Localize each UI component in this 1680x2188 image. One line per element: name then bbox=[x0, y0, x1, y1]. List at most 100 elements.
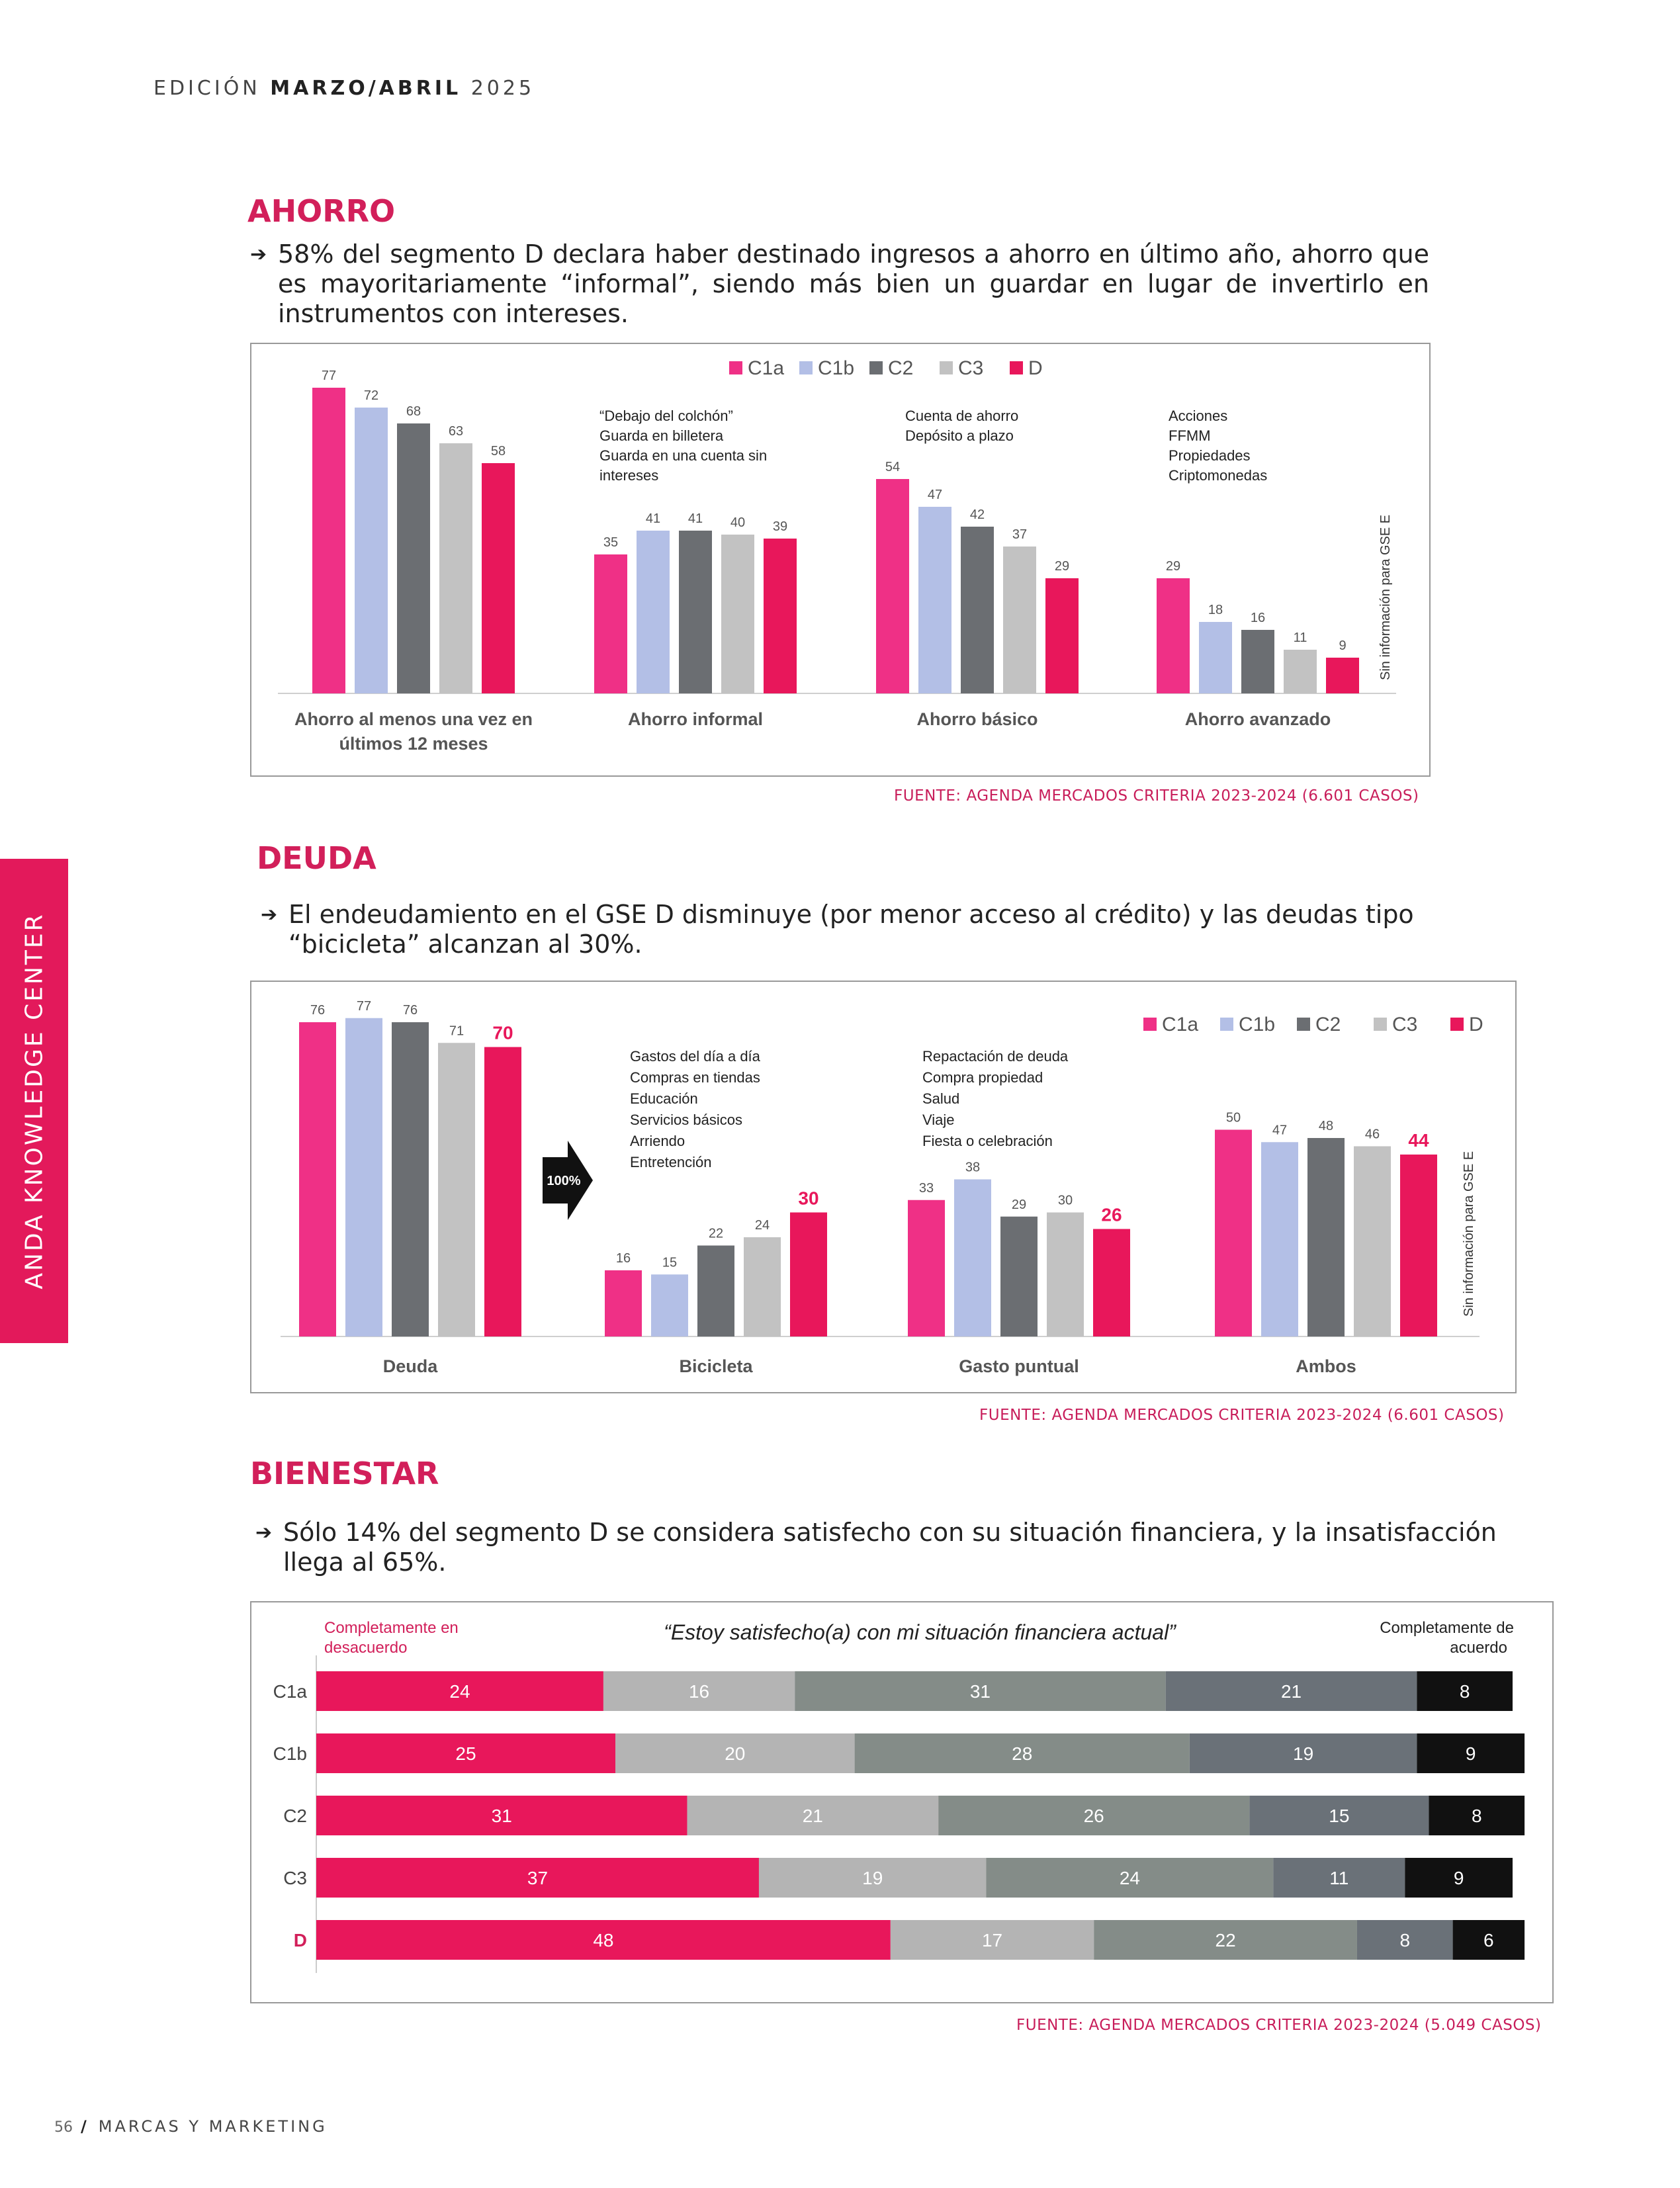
legend-label-c1a: C1a bbox=[748, 357, 784, 379]
legend-label-c1b: C1b bbox=[818, 357, 854, 379]
annotation-text: intereses bbox=[599, 467, 658, 484]
bar-d bbox=[1045, 578, 1079, 693]
legend-label-d: D bbox=[1469, 1014, 1483, 1035]
bar-value-label: 15 bbox=[662, 1255, 677, 1270]
bar-c1b bbox=[954, 1179, 991, 1336]
segment-value-label: 21 bbox=[803, 1806, 823, 1826]
stacked-segment bbox=[1452, 1920, 1525, 1960]
bar-c1a bbox=[594, 554, 627, 693]
stacked-segment bbox=[758, 1858, 987, 1898]
legend-swatch-c1a bbox=[729, 361, 742, 374]
bar-value-label: 47 bbox=[928, 488, 942, 502]
bar-c1a bbox=[908, 1200, 945, 1336]
bar-c3 bbox=[1003, 547, 1036, 693]
legend-label-c2: C2 bbox=[1315, 1014, 1341, 1035]
stacked-segment bbox=[1273, 1858, 1405, 1898]
bar-value-label: 41 bbox=[646, 511, 660, 526]
legend-label-c2: C2 bbox=[888, 357, 913, 379]
bullet-bienestar: ➔ Sólo 14% del segmento D se considera sa… bbox=[255, 1518, 1514, 1577]
bar-value-label: 63 bbox=[449, 424, 463, 439]
bar-value-label: 35 bbox=[603, 535, 618, 550]
category-label: Ahorro básico bbox=[916, 709, 1038, 729]
segment-value-label: 8 bbox=[1399, 1930, 1410, 1950]
annotation-text: Propiedades bbox=[1169, 447, 1251, 464]
stacked-segment bbox=[316, 1671, 603, 1711]
bar-d bbox=[482, 463, 515, 693]
segment-value-label: 19 bbox=[1293, 1743, 1313, 1764]
legend-swatch-d bbox=[1450, 1018, 1464, 1031]
bar-value-label: 29 bbox=[1166, 559, 1180, 574]
stacked-segment bbox=[603, 1671, 795, 1711]
segment-value-label: 48 bbox=[593, 1930, 613, 1950]
bar-value-label: 9 bbox=[1339, 638, 1346, 653]
annotation-text: Servicios básicos bbox=[630, 1112, 742, 1128]
bar-c1b bbox=[651, 1274, 688, 1336]
bar-d bbox=[1400, 1155, 1437, 1336]
annotation-text: Arriendo bbox=[630, 1133, 685, 1149]
left-scale-label: desacuerdo bbox=[324, 1639, 407, 1657]
chart-bienestar-frame: “Estoy satisfecho(a) con mi situación fi… bbox=[250, 1601, 1554, 2003]
chart-ahorro: C1a C1b C2 C3 D 77 72 68 63 58 Ahorro al menos una… bbox=[278, 357, 1396, 754]
bar-d bbox=[1093, 1229, 1130, 1336]
bar-value-label: 24 bbox=[755, 1218, 770, 1233]
segment-value-label: 24 bbox=[449, 1681, 470, 1702]
stacked-segment bbox=[1429, 1796, 1525, 1835]
segment-value-label: 16 bbox=[689, 1681, 709, 1702]
row-label: C3 bbox=[283, 1868, 307, 1888]
stacked-segment bbox=[316, 1796, 687, 1835]
annotation-text: Repactación de deuda bbox=[922, 1048, 1069, 1065]
legend-swatch-c3 bbox=[940, 361, 953, 374]
chart-ahorro-frame: C1a C1b C2 C3 D 77 72 68 63 58 Ahorro al menos una… bbox=[250, 343, 1431, 777]
annotation-text: Compra propiedad bbox=[922, 1069, 1043, 1086]
stacked-segment bbox=[1249, 1796, 1429, 1835]
bar-c3 bbox=[721, 535, 754, 693]
arrow-icon: ➔ bbox=[255, 1521, 273, 1544]
annotation-text: Educación bbox=[630, 1090, 698, 1107]
bar-c1b bbox=[637, 531, 670, 693]
category-label: Deuda bbox=[383, 1356, 439, 1376]
bar-c3 bbox=[744, 1237, 781, 1336]
bar-value-label: 22 bbox=[709, 1227, 723, 1241]
edition-prefix: EDICIÓN bbox=[154, 77, 271, 100]
bar-value-label: 38 bbox=[965, 1160, 980, 1175]
segment-value-label: 11 bbox=[1329, 1868, 1348, 1888]
page-footer: 56 / MARCAS Y MARKETING bbox=[54, 2117, 328, 2136]
edition-suffix: 2025 bbox=[461, 77, 535, 100]
bar-c1b bbox=[1199, 622, 1232, 693]
category-label: Gasto puntual bbox=[959, 1356, 1079, 1376]
stacked-segment bbox=[986, 1858, 1274, 1898]
annotation-text: Criptomonedas bbox=[1169, 467, 1267, 484]
legend-label-c3: C3 bbox=[1392, 1014, 1417, 1035]
chart-deuda-frame: C1a C1b C2 C3 D 76 77 76 71 70 Deuda 16 15 22 24 30 Bici… bbox=[250, 981, 1517, 1393]
legend-swatch-c3 bbox=[1374, 1018, 1387, 1031]
segment-value-label: 28 bbox=[1012, 1743, 1032, 1764]
bar-value-label: 76 bbox=[310, 1003, 325, 1018]
bar-value-label: 42 bbox=[970, 507, 985, 522]
bar-value-label: 33 bbox=[919, 1181, 934, 1196]
bar-value-label: 47 bbox=[1272, 1123, 1287, 1137]
bar-c1a bbox=[1157, 578, 1190, 693]
section-title-ahorro: AHORRO bbox=[247, 193, 396, 229]
bar-c1a bbox=[1215, 1129, 1252, 1336]
bullet-ahorro-text: 58% del segmento D declara haber destina… bbox=[278, 240, 1429, 328]
segment-value-label: 24 bbox=[1120, 1868, 1140, 1888]
annotation-text: Depósito a plazo bbox=[905, 427, 1014, 444]
stacked-segment bbox=[1405, 1858, 1513, 1898]
bar-c1b bbox=[355, 408, 388, 693]
category-label: Ahorro al menos una vez en bbox=[294, 709, 533, 729]
chart-title: “Estoy satisfecho(a) con mi situación fi… bbox=[664, 1620, 1176, 1644]
annotation-text: Gastos del día a día bbox=[630, 1048, 761, 1065]
legend-label-d: D bbox=[1028, 357, 1043, 379]
footer-slash: / bbox=[81, 2117, 89, 2136]
bullet-deuda: ➔ El endeudamiento en el GSE D disminuye … bbox=[261, 900, 1440, 959]
bar-d bbox=[1326, 658, 1359, 693]
bar-c2 bbox=[1241, 630, 1274, 693]
bar-value-label: 30 bbox=[1058, 1194, 1073, 1208]
annotation-text: Salud bbox=[922, 1090, 959, 1107]
category-label: Ambos bbox=[1296, 1356, 1356, 1376]
bar-c2 bbox=[679, 531, 712, 693]
legend-label-c1a: C1a bbox=[1162, 1014, 1198, 1035]
annotation-text: Entretención bbox=[630, 1154, 712, 1170]
segment-value-label: 25 bbox=[455, 1743, 476, 1764]
legend-swatch-c1a bbox=[1143, 1018, 1157, 1031]
